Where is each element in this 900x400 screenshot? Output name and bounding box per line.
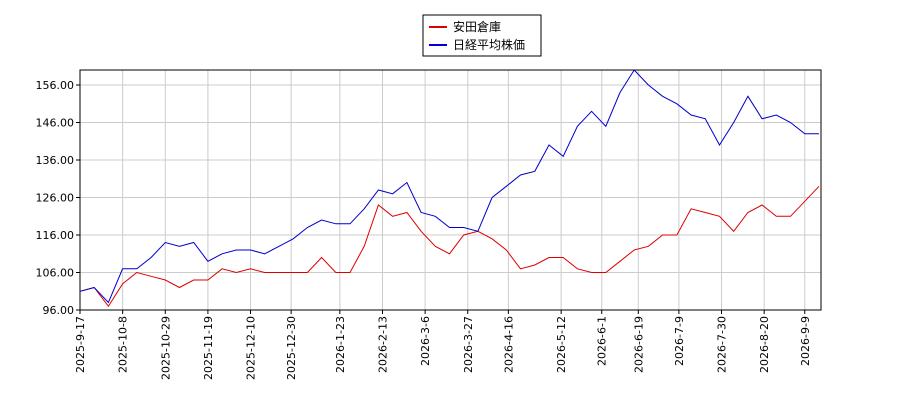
y-tick-label: 106.00	[36, 267, 75, 280]
x-tick-label: 2025-12-30	[285, 316, 298, 380]
x-tick-label: 2026-3-6	[419, 316, 432, 366]
y-tick-label: 156.00	[36, 79, 75, 92]
x-tick-label: 2026-7-30	[716, 316, 729, 373]
x-tick-label: 2026-9-9	[799, 316, 812, 366]
x-tick-label: 2026-7-9	[673, 316, 686, 366]
x-tick-label: 2025-9-17	[74, 316, 87, 373]
x-tick-label: 2025-10-8	[117, 316, 130, 373]
x-tick-label: 2026-4-16	[502, 316, 515, 373]
line-series	[79, 69, 819, 304]
x-tick-label: 2025-12-10	[245, 316, 258, 380]
x-tick-label: 2025-11-19	[202, 316, 215, 380]
legend-box	[422, 14, 542, 57]
x-tick-label: 2026-1-23	[334, 316, 347, 373]
y-tick-label: 116.00	[36, 229, 75, 242]
legend-label: 安田倉庫	[453, 19, 501, 34]
x-tick-label: 2026-3-27	[462, 316, 475, 373]
y-tick-label: 146.00	[36, 117, 75, 130]
x-tick-label: 2026-6-19	[632, 316, 645, 373]
x-tick-label: 2026-5-12	[555, 316, 568, 373]
x-tick-label: 2026-6-1	[596, 316, 609, 366]
plot-frame	[79, 69, 822, 311]
legend-label: 日経平均株価	[453, 37, 525, 52]
x-tick-label: 2026-2-13	[376, 316, 389, 373]
y-tick-label: 96.00	[43, 304, 75, 317]
x-tick-label: 2026-8-20	[758, 316, 771, 373]
y-tick-label: 136.00	[36, 154, 75, 167]
line-series	[79, 185, 820, 308]
x-tick-label: 2025-10-29	[159, 316, 172, 380]
y-tick-label: 126.00	[36, 192, 75, 205]
